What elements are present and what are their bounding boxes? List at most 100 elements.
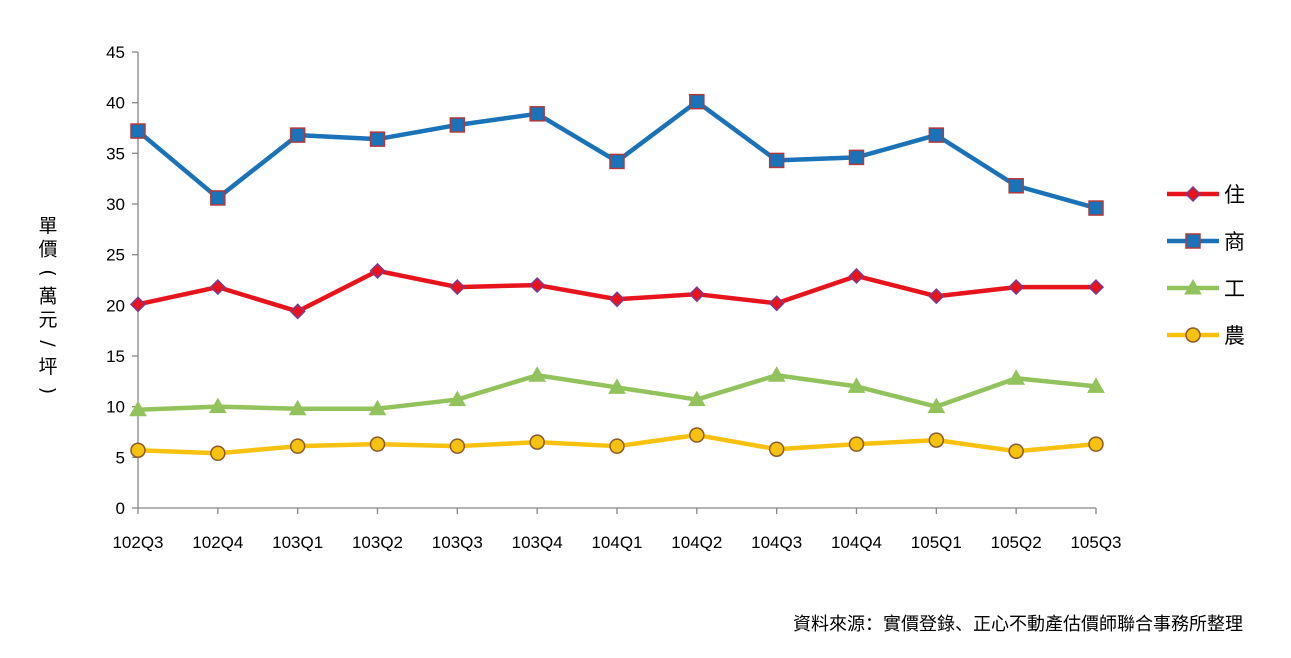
legend-item: 商 <box>1167 230 1245 254</box>
data-point <box>689 427 705 443</box>
data-point <box>768 295 785 312</box>
data-point <box>767 366 786 382</box>
data-point <box>130 123 146 139</box>
data-point <box>528 366 547 382</box>
legend-label: 工 <box>1224 277 1245 301</box>
data-point <box>848 436 865 452</box>
data-point <box>129 400 147 417</box>
series-square <box>130 93 1104 216</box>
y-tick-label: 25 <box>106 246 125 265</box>
data-point <box>449 279 466 296</box>
data-point <box>209 279 226 296</box>
x-tick-label: 105Q3 <box>1070 533 1121 552</box>
y-axis-label-char: 元 <box>38 309 57 331</box>
x-tick-label: 105Q1 <box>911 533 962 552</box>
x-tick-label: 103Q4 <box>512 533 563 552</box>
data-point <box>369 436 386 452</box>
y-tick-label: 0 <box>116 499 125 518</box>
legend-marker <box>1184 278 1202 295</box>
legend-marker <box>1185 233 1201 249</box>
data-point <box>529 434 545 450</box>
data-point <box>369 131 386 147</box>
legend-item: 住 <box>1167 183 1245 207</box>
legend-item: 工 <box>1167 277 1245 301</box>
data-point <box>368 399 387 416</box>
x-tick-label: 103Q3 <box>432 533 483 552</box>
data-point <box>288 399 307 416</box>
data-point <box>928 127 945 143</box>
legend-item: 農 <box>1167 324 1245 348</box>
data-point <box>208 397 227 414</box>
y-axis-label: 單價 (萬元 / 坪) <box>37 215 59 394</box>
data-point <box>608 291 626 308</box>
data-point <box>529 106 545 122</box>
data-point <box>529 277 546 294</box>
y-axis-label-char: 單 <box>38 215 57 237</box>
source-note: 資料來源：實價登錄、正心不動產估價師聯合事務所整理 <box>793 614 1243 635</box>
data-point <box>1008 279 1025 296</box>
data-point <box>609 153 625 170</box>
data-point <box>289 127 306 143</box>
data-point <box>848 267 865 285</box>
data-point <box>927 397 946 414</box>
y-axis-label-char: ( <box>37 269 59 276</box>
legend-marker <box>1184 185 1202 203</box>
data-point <box>1008 443 1024 460</box>
data-point <box>448 390 467 407</box>
series-circle <box>130 427 1104 462</box>
data-point <box>1088 436 1104 452</box>
x-tick-label: 104Q3 <box>751 533 802 552</box>
data-point <box>608 378 626 394</box>
data-point <box>289 303 306 320</box>
data-point <box>1007 369 1026 385</box>
series-diamond <box>129 262 1105 320</box>
y-tick-label: 45 <box>106 43 125 62</box>
chart-series <box>129 93 1105 462</box>
x-tick-label: 104Q1 <box>591 533 642 552</box>
data-point <box>768 152 785 169</box>
legend-label: 商 <box>1224 230 1245 254</box>
data-point <box>130 442 146 458</box>
legend-label: 農 <box>1224 324 1245 348</box>
y-tick-label: 35 <box>106 144 125 163</box>
data-point <box>848 149 865 166</box>
x-tick-label: 103Q1 <box>272 533 323 552</box>
data-point <box>449 438 466 454</box>
data-point <box>210 445 226 462</box>
data-point <box>609 438 625 454</box>
y-axis-label-char: ) <box>37 387 59 394</box>
x-tick-label: 102Q3 <box>112 533 163 552</box>
data-point <box>928 432 945 448</box>
data-point <box>289 438 306 454</box>
y-axis-label-char: 價 <box>38 239 57 261</box>
x-tick-label: 104Q4 <box>831 533 882 552</box>
x-tick-label: 105Q2 <box>991 533 1042 552</box>
data-point <box>688 286 705 303</box>
x-tick-label: 102Q4 <box>192 533 243 552</box>
data-point <box>687 390 706 407</box>
y-axis-label-char: / <box>37 340 59 347</box>
data-point <box>129 296 147 313</box>
data-point <box>449 117 466 133</box>
data-point <box>847 377 866 393</box>
x-tick-label: 103Q2 <box>352 533 403 552</box>
x-tick-label: 104Q2 <box>671 533 722 552</box>
data-point <box>1088 200 1104 216</box>
data-point <box>1087 279 1105 296</box>
y-tick-label: 15 <box>106 347 125 366</box>
y-tick-label: 5 <box>116 448 125 467</box>
y-tick-label: 20 <box>106 296 125 315</box>
data-point <box>369 262 386 279</box>
y-tick-label: 40 <box>106 94 125 113</box>
legend-marker <box>1185 327 1201 343</box>
data-point <box>928 288 945 305</box>
y-tick-label: 10 <box>106 398 125 417</box>
data-point <box>1087 377 1105 393</box>
data-point <box>689 93 705 110</box>
chart-axes: 0 5 10 15 20 25 30 35 40 45 102Q3 102Q4 103Q1 103Q2 10… <box>106 43 1121 552</box>
data-point <box>768 441 785 457</box>
data-point <box>1008 178 1024 194</box>
y-axis-label-char: 萬 <box>38 286 57 308</box>
